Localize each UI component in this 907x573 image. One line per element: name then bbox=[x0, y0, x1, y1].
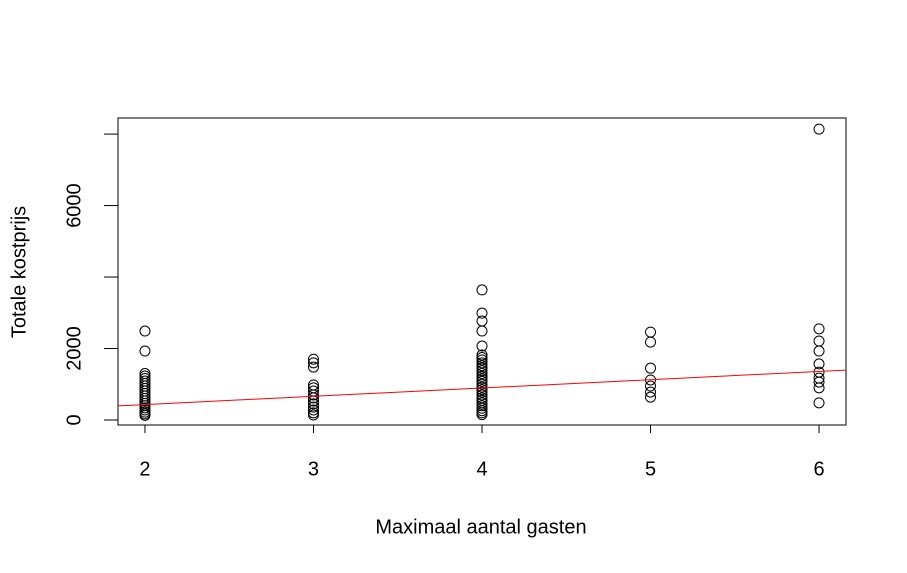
point bbox=[476, 349, 488, 361]
point bbox=[476, 362, 488, 374]
point bbox=[813, 345, 825, 357]
point bbox=[476, 357, 488, 369]
x-tick-label: 3 bbox=[308, 458, 319, 480]
x-axis-label: Maximaal aantal gasten bbox=[375, 516, 586, 538]
point bbox=[476, 409, 488, 421]
point bbox=[476, 360, 488, 372]
point bbox=[139, 325, 151, 337]
point bbox=[645, 391, 657, 403]
y-axis-label: Totale kostprijs bbox=[8, 206, 30, 338]
point bbox=[645, 362, 657, 374]
point bbox=[476, 325, 488, 337]
point bbox=[476, 351, 488, 363]
point bbox=[139, 395, 151, 407]
point bbox=[476, 284, 488, 296]
point bbox=[307, 404, 319, 416]
point bbox=[476, 368, 488, 380]
point bbox=[476, 384, 488, 396]
point bbox=[307, 357, 319, 369]
point bbox=[813, 123, 825, 135]
point bbox=[307, 398, 319, 410]
x-tick-label: 2 bbox=[139, 458, 150, 480]
point bbox=[476, 386, 488, 398]
point bbox=[307, 392, 319, 404]
point bbox=[476, 381, 488, 393]
regression-line bbox=[117, 369, 847, 407]
point bbox=[476, 307, 488, 319]
point bbox=[139, 409, 151, 421]
point bbox=[476, 315, 488, 327]
point bbox=[813, 376, 825, 388]
point bbox=[307, 389, 319, 401]
point bbox=[813, 335, 825, 347]
point bbox=[476, 378, 488, 390]
y-tick-label: 2000 bbox=[63, 326, 85, 371]
point bbox=[476, 389, 488, 401]
point bbox=[307, 353, 319, 365]
x-tick-label: 4 bbox=[476, 458, 487, 480]
point bbox=[476, 373, 488, 385]
y-tick-label: 6000 bbox=[63, 183, 85, 228]
point bbox=[813, 358, 825, 370]
point bbox=[476, 370, 488, 382]
point bbox=[307, 409, 319, 421]
point bbox=[476, 400, 488, 412]
point bbox=[645, 326, 657, 338]
point bbox=[139, 393, 151, 405]
point bbox=[645, 336, 657, 348]
point bbox=[476, 365, 488, 377]
point bbox=[813, 397, 825, 409]
point bbox=[645, 386, 657, 398]
point bbox=[307, 361, 319, 373]
point bbox=[139, 345, 151, 357]
point bbox=[476, 402, 488, 414]
point bbox=[813, 323, 825, 335]
x-tick-label: 6 bbox=[813, 458, 824, 480]
point bbox=[476, 340, 488, 352]
point bbox=[476, 354, 488, 366]
y-tick-label: 0 bbox=[63, 414, 85, 425]
x-tick-label: 5 bbox=[645, 458, 656, 480]
point bbox=[307, 401, 319, 413]
point bbox=[813, 382, 825, 394]
point bbox=[476, 375, 488, 387]
point bbox=[645, 380, 657, 392]
